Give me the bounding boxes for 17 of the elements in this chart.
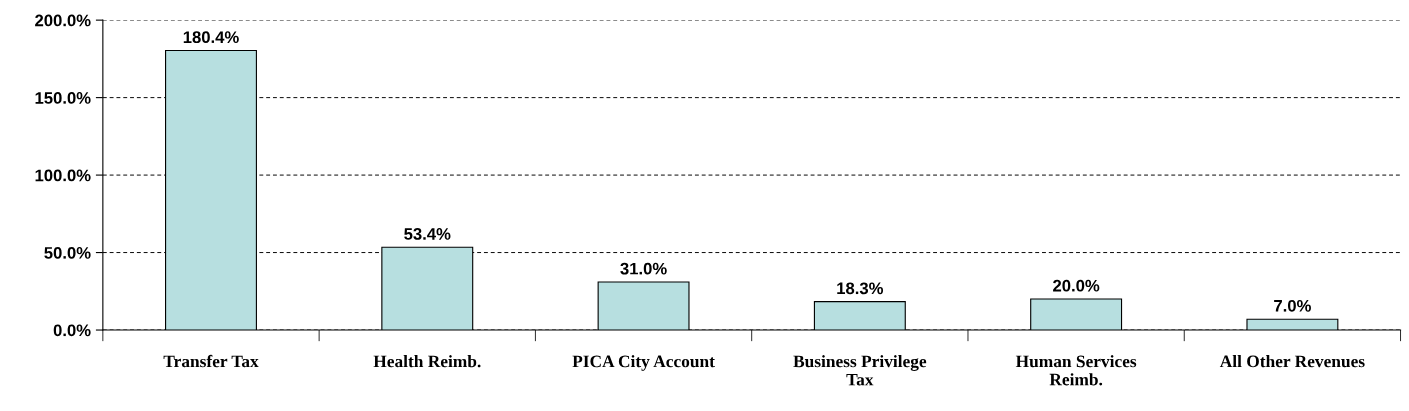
data-label: 7.0% [1274, 299, 1311, 312]
y-tick-label: 200.0% [35, 14, 91, 27]
x-tick-label: Human Services Reimb. [1015, 355, 1137, 386]
x-tick-label: Business Privilege Tax [793, 355, 927, 386]
data-label: 180.4% [183, 31, 239, 44]
data-label: 31.0% [620, 262, 667, 275]
data-label: 20.0% [1053, 279, 1100, 292]
y-tick-label: 100.0% [35, 169, 91, 182]
x-tick-label: PICA City Account [572, 355, 715, 371]
y-tick-label: 150.0% [35, 92, 91, 104]
data-label: 18.3% [837, 282, 884, 295]
x-tick-label: Transfer Tax [163, 354, 259, 368]
y-tick-label: 0.0% [53, 324, 91, 337]
x-tick-label: All Other Revenues [1219, 355, 1365, 368]
x-tick-label: Health Reimb. [373, 355, 481, 368]
y-tick-label: 50.0% [44, 246, 91, 259]
data-label: 53.4% [404, 228, 451, 240]
